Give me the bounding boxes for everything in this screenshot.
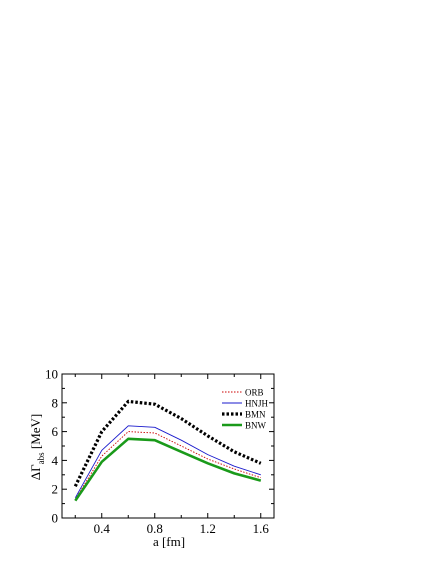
- y-tick-label: 4: [52, 453, 59, 468]
- x-tick-label: 0.4: [94, 521, 111, 536]
- y-tick-label: 8: [52, 395, 59, 410]
- x-tick-label: 1.2: [200, 521, 216, 536]
- x-tick-label: 1.6: [253, 521, 270, 536]
- series-line-orb: [74, 431, 261, 500]
- y-tick-label: 2: [52, 482, 59, 497]
- legend-label-hnjh: HNJH: [245, 399, 269, 409]
- y-axis-label-sub: abs: [36, 452, 46, 464]
- plot-area: 0 2 4 6 8 10 0.4 0.8 1.2 1.6: [45, 367, 275, 536]
- x-tick-label: 0.8: [147, 521, 163, 536]
- y-axis-label-prefix: ΔΓ: [28, 464, 43, 480]
- y-axis-label: ΔΓabs [MeV]: [28, 414, 46, 481]
- y-axis-label-suffix: [MeV]: [28, 414, 43, 453]
- y-tick-label: 10: [45, 367, 58, 382]
- y-tick-label: 6: [52, 424, 59, 439]
- y-tick-label: 0: [52, 511, 59, 526]
- legend-label-orb: ORB: [245, 388, 264, 398]
- x-axis-label: a [fm]: [153, 534, 185, 549]
- legend-label-bmn: BMN: [245, 410, 266, 420]
- series-line-bnw: [74, 437, 262, 502]
- legend-label-bnw: BNW: [245, 421, 267, 431]
- series-line-hnjh: [74, 425, 261, 499]
